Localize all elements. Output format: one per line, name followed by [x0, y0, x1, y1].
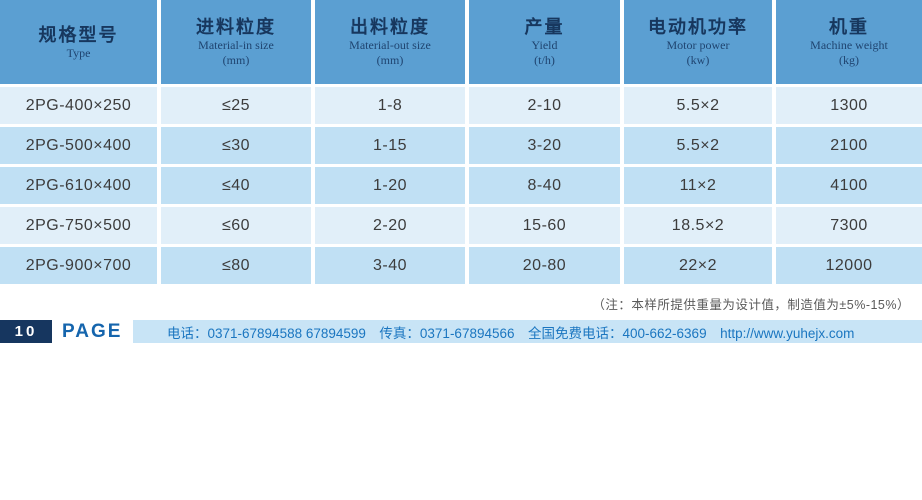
- header-zh: 规格型号: [38, 24, 119, 45]
- header-unit: (mm): [222, 53, 250, 67]
- cell-machine-weight: 4100: [776, 167, 922, 204]
- cell-material-out: 3-40: [315, 247, 465, 284]
- header-en: Type: [66, 45, 91, 60]
- cell-model: 2PG-900×700: [0, 247, 157, 284]
- header-unit: (kg): [839, 53, 859, 67]
- cell-material-out: 2-20: [315, 207, 465, 244]
- cell-material-in: ≤40: [161, 167, 311, 204]
- contact-bar: 电话：0371-67894588 67894599 传真：0371-678945…: [133, 320, 922, 343]
- cell-material-out: 1-20: [315, 167, 465, 204]
- header-zh: 产量: [524, 17, 565, 37]
- cell-machine-weight: 1300: [776, 87, 922, 124]
- cell-model: 2PG-400×250: [0, 87, 157, 124]
- header-cell-material-out: 出料粒度 Material-out size (mm): [315, 0, 465, 84]
- cell-material-in: ≤30: [161, 127, 311, 164]
- header-en: Material-out size: [349, 38, 431, 52]
- cell-machine-weight: 12000: [776, 247, 922, 284]
- page-number-box: 10: [0, 320, 52, 343]
- cell-motor-power: 18.5×2: [624, 207, 772, 244]
- header-cell-machine-weight: 机重 Machine weight (kg): [776, 0, 922, 84]
- page-number: 10: [14, 323, 38, 340]
- cell-machine-weight: 7300: [776, 207, 922, 244]
- cell-material-in: ≤60: [161, 207, 311, 244]
- cell-yield: 8-40: [469, 167, 620, 204]
- header-zh: 进料粒度: [196, 17, 276, 37]
- cell-yield: 2-10: [469, 87, 620, 124]
- cell-motor-power: 11×2: [624, 167, 772, 204]
- cell-yield: 20-80: [469, 247, 620, 284]
- contact-text: 电话：0371-67894588 67894599 传真：0371-678945…: [167, 325, 855, 341]
- header-cell-yield: 产量 Yield (t/h): [469, 0, 620, 84]
- header-en: Motor power: [666, 38, 730, 52]
- header-en: Machine weight: [810, 38, 888, 52]
- header-en: Material-in size: [198, 38, 274, 52]
- header-unit: (mm): [376, 53, 404, 67]
- header-zh: 机重: [829, 17, 869, 37]
- cell-material-out: 1-15: [315, 127, 465, 164]
- cell-material-in: ≤25: [161, 87, 311, 124]
- header-cell-material-in: 进料粒度 Material-in size (mm): [161, 0, 311, 84]
- weight-note: （注：本样所提供重量为设计值，制造值为±5%-15%）: [592, 298, 910, 312]
- cell-yield: 15-60: [469, 207, 620, 244]
- header-cell-motor-power: 电动机功率 Motor power (kw): [624, 0, 772, 84]
- header-unit: (kw): [686, 53, 710, 67]
- cell-motor-power: 5.5×2: [624, 127, 772, 164]
- cell-machine-weight: 2100: [776, 127, 922, 164]
- header-unit: (t/h): [534, 53, 555, 67]
- header-cell-type: 规格型号 Type: [0, 0, 157, 84]
- header-zh: 电动机功率: [648, 17, 748, 37]
- footer-bar: 10 PAGE 电话：0371-67894588 67894599 传真：037…: [0, 320, 922, 343]
- cell-motor-power: 22×2: [624, 247, 772, 284]
- cell-material-in: ≤80: [161, 247, 311, 284]
- page-label: PAGE: [62, 320, 123, 342]
- cell-yield: 3-20: [469, 127, 620, 164]
- header-en: Yield: [531, 38, 558, 52]
- cell-model: 2PG-500×400: [0, 127, 157, 164]
- cell-motor-power: 5.5×2: [624, 87, 772, 124]
- cell-model: 2PG-750×500: [0, 207, 157, 244]
- cell-material-out: 1-8: [315, 87, 465, 124]
- spec-table: 规格型号 Type 进料粒度 Material-in size (mm) 出料粒…: [0, 0, 922, 284]
- cell-model: 2PG-610×400: [0, 167, 157, 204]
- header-zh: 出料粒度: [350, 17, 430, 37]
